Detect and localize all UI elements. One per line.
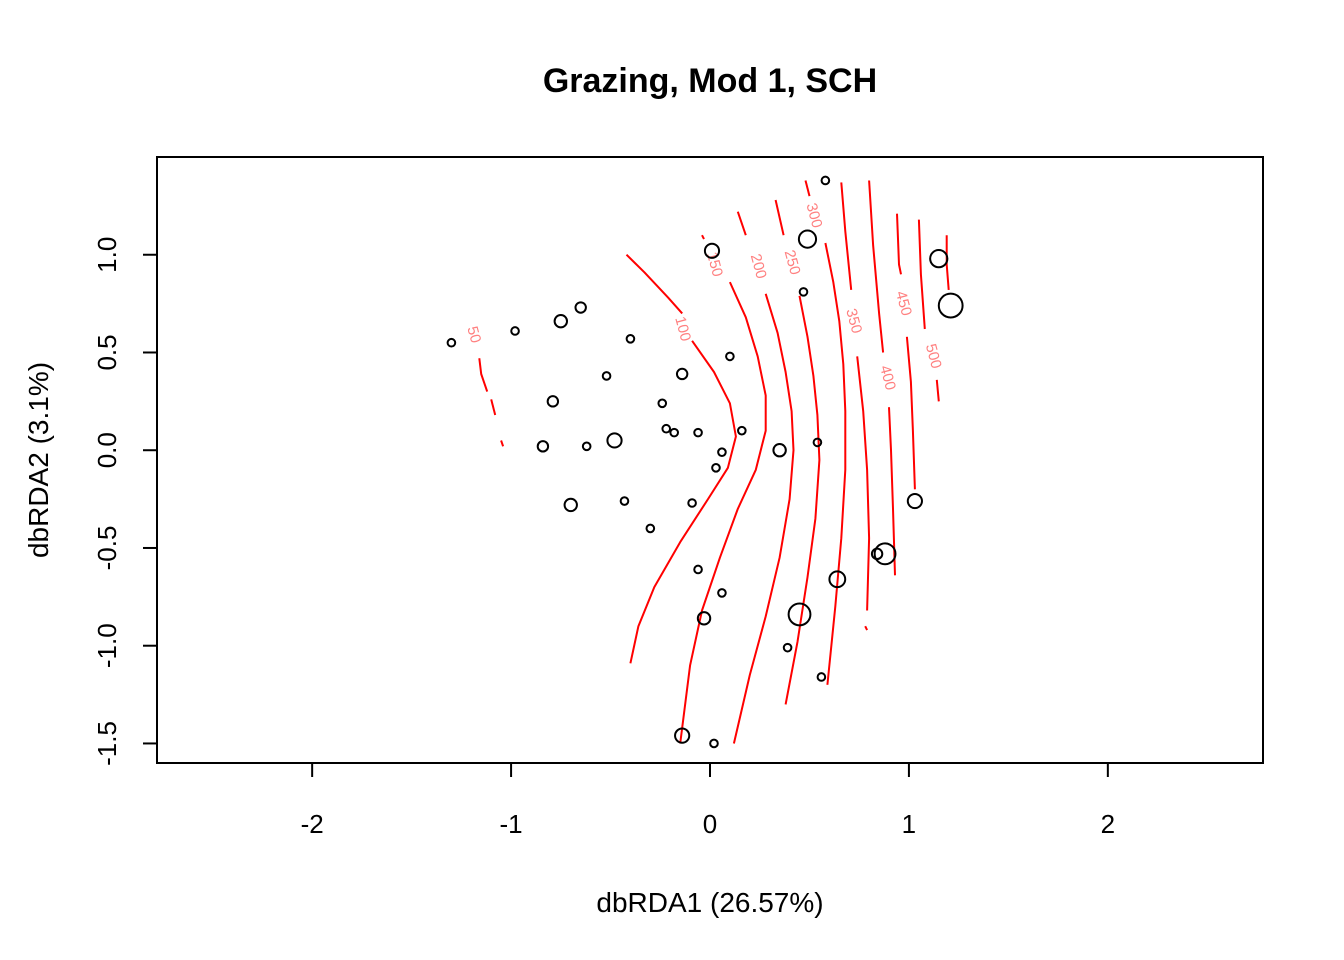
site-point xyxy=(693,564,703,575)
site-point xyxy=(669,427,679,438)
site-point xyxy=(820,175,831,186)
contour-label: 100 xyxy=(671,315,694,344)
contour-line-segment xyxy=(625,253,683,315)
y-axis: -1.5 -1.0 -0.5 0.0 0.5 1.0 xyxy=(92,237,157,766)
contour-line-segment xyxy=(804,180,811,197)
contour-label: 200 xyxy=(747,252,770,281)
site-point xyxy=(828,570,847,589)
contour-line-segment xyxy=(679,281,767,744)
site-point xyxy=(711,463,721,473)
site-point xyxy=(606,432,623,449)
site-point xyxy=(601,371,612,381)
site-point xyxy=(906,492,923,510)
site-point xyxy=(546,395,560,408)
site-point xyxy=(812,437,823,448)
contour-line-segment xyxy=(935,379,940,402)
contour-line-segment xyxy=(629,340,737,664)
contour-line-segment xyxy=(478,358,489,392)
x-axis-label: dbRDA1 (26.57%) xyxy=(596,887,823,918)
site-point xyxy=(619,496,630,506)
x-tick-label: 2 xyxy=(1101,809,1115,839)
contour-line-segment xyxy=(784,295,821,705)
contour-line-segment xyxy=(840,182,853,291)
x-axis: -2 -1 0 1 2 xyxy=(301,763,1115,839)
contour-line-segment xyxy=(888,407,896,576)
contour-label: 50 xyxy=(463,324,484,345)
site-point xyxy=(657,398,668,409)
y-tick-label: -1.5 xyxy=(92,721,122,766)
contour-label: 250 xyxy=(781,248,804,277)
contour-line-segment xyxy=(868,180,885,353)
chart-title: Grazing, Mod 1, SCH xyxy=(543,62,877,100)
y-tick-label: 0.0 xyxy=(92,432,122,468)
contour-line-segment xyxy=(701,234,705,240)
y-tick-label: 0.5 xyxy=(92,334,122,370)
site-point xyxy=(725,351,735,362)
site-point xyxy=(696,611,712,626)
site-point xyxy=(536,440,550,453)
x-tick-label: 0 xyxy=(703,809,717,839)
contour-line-segment xyxy=(736,211,747,236)
contour-line-segment xyxy=(856,356,871,611)
y-axis-label: dbRDA2 (3.1%) xyxy=(23,362,54,558)
site-point xyxy=(446,337,457,348)
contour-label: 500 xyxy=(922,342,945,371)
contour-line-segment xyxy=(896,213,902,275)
site-point xyxy=(737,425,747,436)
contour-line-segment xyxy=(905,336,916,490)
contour-line-segment xyxy=(774,199,785,236)
site-point xyxy=(797,229,818,249)
site-points xyxy=(446,175,964,749)
site-point xyxy=(693,427,703,438)
contour-line-segment xyxy=(490,399,497,416)
contour-label: 350 xyxy=(842,307,865,336)
site-point xyxy=(661,423,672,434)
site-point xyxy=(553,314,569,329)
site-point xyxy=(687,498,697,508)
site-point xyxy=(581,441,592,452)
site-point xyxy=(703,242,721,259)
site-point xyxy=(870,547,884,561)
contour-label: 450 xyxy=(892,289,915,318)
y-tick-label: -0.5 xyxy=(92,526,122,571)
site-point xyxy=(787,602,812,627)
contour-line-segment xyxy=(500,440,505,447)
site-point xyxy=(717,588,727,598)
site-point xyxy=(574,301,587,314)
site-point xyxy=(625,334,636,344)
contour-label: 300 xyxy=(803,201,826,230)
contour-line-segment xyxy=(945,235,950,290)
contour-lines xyxy=(478,180,950,744)
site-point xyxy=(645,523,656,534)
contour-label: 400 xyxy=(876,363,899,392)
site-point xyxy=(675,367,689,381)
site-point xyxy=(782,642,793,653)
y-tick-label: 1.0 xyxy=(92,237,122,273)
site-point xyxy=(937,292,964,319)
y-tick-label: -1.0 xyxy=(92,623,122,668)
site-point xyxy=(563,497,578,513)
contour-line-segment xyxy=(917,219,926,330)
plot-frame xyxy=(156,156,1264,764)
site-point xyxy=(929,249,949,269)
contour-line-segment xyxy=(864,625,868,631)
site-point xyxy=(709,738,719,749)
contour-line-segment xyxy=(824,242,847,685)
site-point xyxy=(674,727,691,744)
x-tick-label: 1 xyxy=(902,809,916,839)
site-point xyxy=(717,447,727,457)
contour-line-segment xyxy=(732,293,795,744)
site-point xyxy=(510,326,520,336)
site-point xyxy=(873,542,897,566)
x-tick-label: -2 xyxy=(301,809,324,839)
site-point xyxy=(772,443,787,458)
site-point xyxy=(816,672,827,682)
site-point xyxy=(798,287,809,297)
x-tick-label: -1 xyxy=(500,809,523,839)
